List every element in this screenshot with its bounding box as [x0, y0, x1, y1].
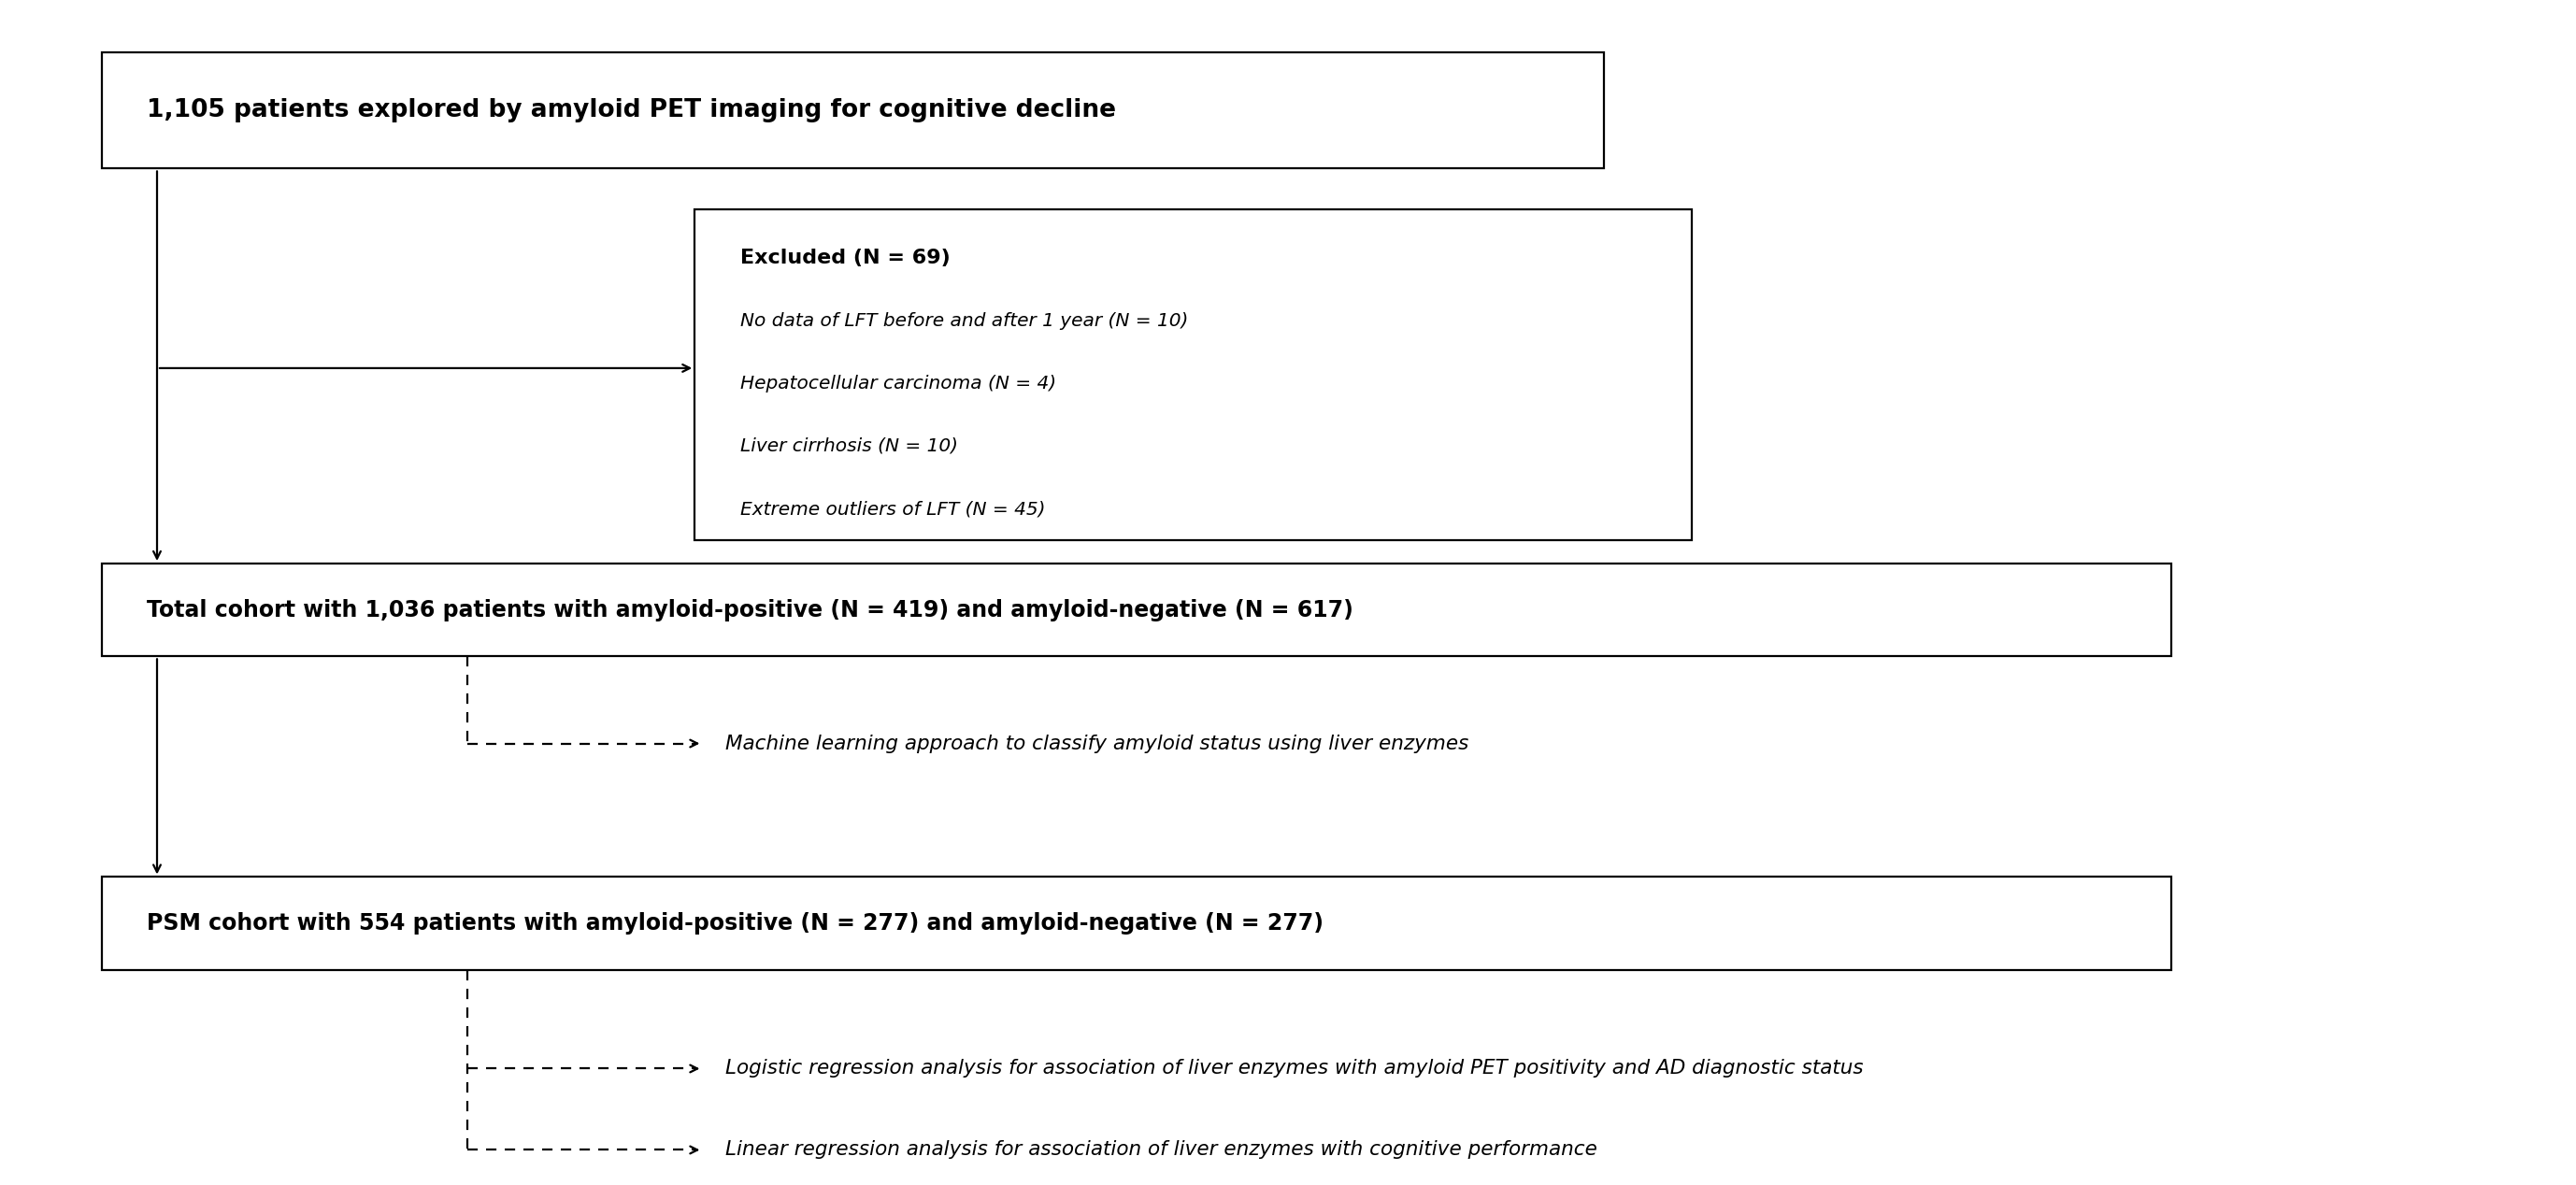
Text: Linear regression analysis for association of liver enzymes with cognitive perfo: Linear regression analysis for associati…	[724, 1141, 1597, 1159]
Text: Excluded (N = 69): Excluded (N = 69)	[739, 249, 951, 268]
Text: No data of LFT before and after 1 year (N = 10): No data of LFT before and after 1 year (…	[739, 312, 1188, 329]
FancyBboxPatch shape	[100, 877, 2172, 969]
Text: PSM cohort with 554 patients with amyloid-positive (N = 277) and amyloid-negativ: PSM cohort with 554 patients with amyloi…	[147, 912, 1324, 935]
FancyBboxPatch shape	[100, 564, 2172, 656]
Text: Machine learning approach to classify amyloid status using liver enzymes: Machine learning approach to classify am…	[724, 735, 1468, 752]
Text: Logistic regression analysis for association of liver enzymes with amyloid PET p: Logistic regression analysis for associa…	[724, 1059, 1862, 1078]
Text: 1,105 patients explored by amyloid PET imaging for cognitive decline: 1,105 patients explored by amyloid PET i…	[147, 98, 1115, 123]
Text: Total cohort with 1,036 patients with amyloid-positive (N = 419) and amyloid-neg: Total cohort with 1,036 patients with am…	[147, 598, 1352, 621]
FancyBboxPatch shape	[100, 52, 1602, 168]
FancyBboxPatch shape	[696, 210, 1692, 540]
Text: Extreme outliers of LFT (N = 45): Extreme outliers of LFT (N = 45)	[739, 500, 1046, 518]
Text: Hepatocellular carcinoma (N = 4): Hepatocellular carcinoma (N = 4)	[739, 374, 1056, 392]
Text: Liver cirrhosis (N = 10): Liver cirrhosis (N = 10)	[739, 437, 958, 455]
